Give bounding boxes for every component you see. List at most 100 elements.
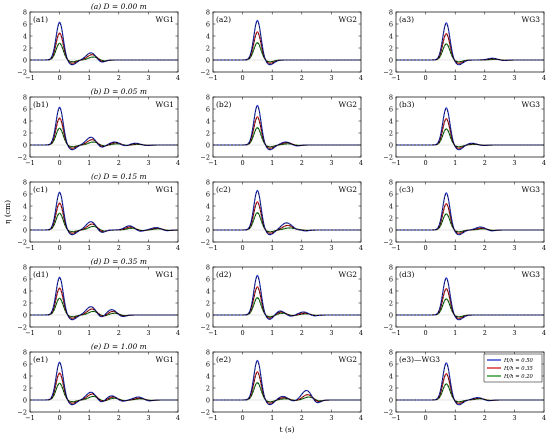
series-line-0 xyxy=(213,19,361,66)
series-line-1 xyxy=(396,202,544,234)
y-tick-label: 6 xyxy=(206,20,210,28)
panel-label: (a3) xyxy=(399,15,414,24)
y-tick-label: 0 xyxy=(389,226,393,234)
y-tick-label: −2 xyxy=(200,153,210,161)
gauge-label: WG2 xyxy=(339,185,358,194)
row-title: (d) D = 0.35 m xyxy=(91,257,147,266)
series-line-2 xyxy=(30,127,178,148)
model-line-2 xyxy=(213,127,361,148)
model-line-0 xyxy=(213,276,361,320)
panel-a2: −1 0 1 2 3 4 −2 0 2 4 6 8 (a2) WG2 xyxy=(200,8,363,82)
panel-frame xyxy=(395,266,545,328)
gauge-label: WG2 xyxy=(339,355,358,364)
panel-frame xyxy=(29,266,179,328)
y-tick-label: −2 xyxy=(17,238,27,246)
y-tick-label: 2 xyxy=(389,44,393,52)
y-tick-label: 0 xyxy=(206,396,210,404)
gauge-label: WG3 xyxy=(522,100,541,109)
panel-b3: −1 0 1 2 3 4 −2 0 2 4 6 8 (b3) WG3 xyxy=(383,93,546,167)
y-tick-label: 6 xyxy=(23,190,27,198)
x-tick-label: 1 xyxy=(270,414,274,422)
y-tick-label: 0 xyxy=(206,226,210,234)
panel-frame xyxy=(395,351,545,413)
series-line-0 xyxy=(396,277,544,321)
x-tick-label: 2 xyxy=(483,414,487,422)
model-line-2 xyxy=(396,213,544,233)
panel-frame xyxy=(395,11,545,73)
y-tick-label: 8 xyxy=(389,178,393,186)
panel-frame xyxy=(212,266,362,328)
y-tick-label: 6 xyxy=(206,360,210,368)
x-tick-label: 4 xyxy=(542,244,546,252)
y-tick-label: 6 xyxy=(206,190,210,198)
x-tick-label: 3 xyxy=(329,414,333,422)
y-tick-label: −2 xyxy=(17,68,27,76)
y-tick-label: 4 xyxy=(23,202,27,210)
legend: H/h = 0.50 H/h = 0.35 H/h = 0.20 xyxy=(483,353,543,383)
row-title: (b) D = 0.05 m xyxy=(91,87,147,96)
panel-frame xyxy=(212,351,362,413)
x-tick-label: 0 xyxy=(58,244,62,252)
y-tick-label: 6 xyxy=(389,20,393,28)
legend-label: H/h = 0.35 xyxy=(503,366,533,372)
x-axis-label: t (s) xyxy=(279,425,294,434)
model-line-2 xyxy=(396,298,544,318)
x-tick-label: 4 xyxy=(176,244,180,252)
y-tick-label: 6 xyxy=(389,360,393,368)
model-line-0 xyxy=(30,22,178,65)
series-line-2 xyxy=(30,382,178,403)
y-tick-label: 2 xyxy=(389,129,393,137)
x-tick-label: 1 xyxy=(87,414,91,422)
x-tick-label: 0 xyxy=(58,414,62,422)
y-tick-label: 0 xyxy=(23,226,27,234)
series-line-1 xyxy=(213,31,361,64)
y-tick-label: 2 xyxy=(23,299,27,307)
x-tick-label: 3 xyxy=(512,244,516,252)
panel-e1: −1 0 1 2 3 4 −2 0 2 4 6 8 (e1) WG1 xyxy=(17,348,180,422)
model-line-0 xyxy=(396,278,544,320)
panel-frame xyxy=(29,11,179,73)
panel-frame xyxy=(212,11,362,73)
y-tick-label: 0 xyxy=(206,56,210,64)
y-tick-label: 4 xyxy=(23,117,27,125)
series-line-2 xyxy=(30,297,178,318)
y-tick-label: 8 xyxy=(389,8,393,16)
x-tick-label: 3 xyxy=(329,244,333,252)
panel-label: (b2) xyxy=(216,100,231,109)
y-tick-label: 0 xyxy=(23,56,27,64)
panel-c2: −1 0 1 2 3 4 −2 0 2 4 6 8 (c2) WG2 xyxy=(200,178,363,252)
panel-label: (d2) xyxy=(216,270,231,279)
y-tick-label: 2 xyxy=(206,299,210,307)
panel-label: (a1) xyxy=(33,15,48,24)
x-tick-label: −1 xyxy=(391,244,401,252)
model-line-0 xyxy=(396,193,544,235)
series-line-2 xyxy=(396,213,544,233)
x-tick-label: 4 xyxy=(359,74,363,82)
x-tick-label: 0 xyxy=(58,74,62,82)
y-tick-label: 8 xyxy=(206,93,210,101)
y-tick-label: 6 xyxy=(23,20,27,28)
y-tick-label: 4 xyxy=(389,117,393,125)
y-tick-label: 0 xyxy=(23,141,27,149)
x-tick-label: 2 xyxy=(483,74,487,82)
x-tick-label: 4 xyxy=(542,329,546,337)
y-tick-label: 6 xyxy=(23,105,27,113)
x-tick-label: 1 xyxy=(87,244,91,252)
y-tick-label: −2 xyxy=(383,153,393,161)
model-line-1 xyxy=(213,32,361,64)
model-line-1 xyxy=(396,119,544,149)
panel-label: (a2) xyxy=(216,15,231,24)
row-title: (a) D = 0.00 m xyxy=(91,2,147,11)
x-tick-label: −1 xyxy=(391,329,401,337)
panel-label: (d1) xyxy=(33,270,48,279)
series-line-0 xyxy=(396,22,544,66)
x-tick-label: 1 xyxy=(453,414,457,422)
y-tick-label: 2 xyxy=(206,384,210,392)
y-tick-label: 8 xyxy=(206,178,210,186)
model-line-0 xyxy=(396,23,544,65)
x-tick-label: 0 xyxy=(424,414,428,422)
y-tick-label: 4 xyxy=(389,287,393,295)
panel-frame xyxy=(29,351,179,413)
x-tick-label: 4 xyxy=(176,414,180,422)
